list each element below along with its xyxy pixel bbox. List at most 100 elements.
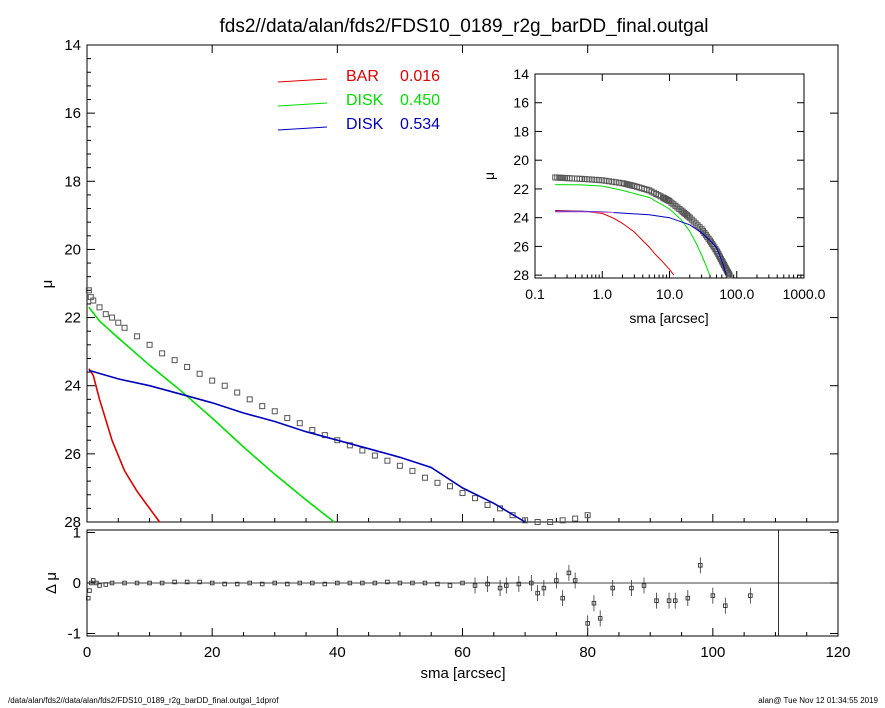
inset-data-point xyxy=(694,222,701,229)
residual-point xyxy=(641,583,647,588)
inset-data-points xyxy=(552,174,733,279)
y-tick-label: 26 xyxy=(64,446,81,463)
main-data-point xyxy=(371,452,378,459)
residual-y-tick-label: 1 xyxy=(73,525,81,542)
inset-data-point xyxy=(585,176,592,183)
main-data-point xyxy=(90,297,97,304)
inset-y-axis-label: μ xyxy=(481,172,497,180)
residual-point xyxy=(91,578,96,583)
main-data-point xyxy=(472,495,479,502)
residual-point xyxy=(685,595,691,601)
main-data-point xyxy=(115,319,122,326)
residual-point xyxy=(422,580,428,586)
main-data-point xyxy=(259,403,266,410)
residual-point xyxy=(122,580,127,586)
inset-data-point xyxy=(602,177,609,184)
inset-data-point xyxy=(674,204,681,211)
residual-point xyxy=(159,580,165,586)
main-data-point xyxy=(446,483,453,490)
inset-data-point xyxy=(668,199,675,206)
main-data-point xyxy=(121,324,128,331)
main-data-point xyxy=(309,427,316,434)
main-data-point xyxy=(396,462,403,469)
x-tick-label: 60 xyxy=(454,644,471,661)
main-data-point xyxy=(534,519,541,525)
inset-x-tick-label: 10.0 xyxy=(656,286,683,302)
inset-axes: 0.1 1.0 10.0 100.0 1000.0 14 16 18 20 22 24 26 28 xyxy=(513,66,825,302)
inset-data-point xyxy=(692,220,699,227)
inset-y-tick-label: 26 xyxy=(513,238,529,254)
x-tick-label: 40 xyxy=(329,644,346,661)
residual-point xyxy=(485,581,490,587)
y-axis-label: μ xyxy=(39,280,56,289)
legend-value: 0.016 xyxy=(400,68,440,85)
residual-point xyxy=(654,598,659,603)
main-data-point xyxy=(85,287,92,294)
residual-point xyxy=(347,580,353,586)
inset-data-point xyxy=(688,216,695,223)
residual-point xyxy=(222,581,227,587)
main-data-point xyxy=(384,457,391,464)
main-data-point xyxy=(134,333,141,340)
main-data-point xyxy=(559,517,566,524)
legend-line xyxy=(277,126,328,131)
y-tick-label: 24 xyxy=(64,378,81,395)
residual-y-tick-label: 0 xyxy=(73,575,81,592)
legend: BAR 0.016 DISK 0.450 DISK 0.534 xyxy=(277,68,440,133)
inset-data-point xyxy=(672,202,679,209)
inset-series-line xyxy=(555,211,615,214)
residual-point xyxy=(87,588,92,593)
main-data-point xyxy=(184,363,191,370)
main-data-point xyxy=(459,490,466,497)
residual-point xyxy=(197,579,202,585)
inset-y-tick-label: 24 xyxy=(513,210,529,226)
chart-title: fds2//data/alan/fds2/FDS10_0189_r2g_barD… xyxy=(219,16,708,37)
residual-point xyxy=(504,583,509,588)
main-data-point xyxy=(221,382,228,389)
x-tick-label: 80 xyxy=(579,644,596,661)
residual-point xyxy=(397,580,403,586)
inset-data-point xyxy=(612,179,619,186)
legend-name: DISK xyxy=(346,116,384,133)
main-series-lines xyxy=(88,306,526,523)
legend-name: BAR xyxy=(346,68,379,85)
main-data-point xyxy=(284,415,291,422)
inset-data-point xyxy=(609,178,616,185)
residual-point xyxy=(94,580,99,586)
main-data-point xyxy=(209,377,216,384)
residual-point xyxy=(698,563,703,568)
residual-y-axis-label: Δ μ xyxy=(43,572,60,594)
main-data-point xyxy=(146,341,153,348)
residual-axes: -1 0 1 xyxy=(68,525,838,642)
residual-point xyxy=(597,616,603,621)
residual-point xyxy=(610,585,615,591)
residual-point xyxy=(591,600,597,606)
main-data-point xyxy=(296,420,303,427)
x-tick-label: 20 xyxy=(204,644,221,661)
residual-point xyxy=(535,590,540,596)
inset-x-axis-label: sma [arcsec] xyxy=(629,310,708,326)
x-tick-label: 120 xyxy=(825,644,850,661)
residual-point xyxy=(516,581,522,587)
y-tick-label: 22 xyxy=(64,310,81,327)
residual-point xyxy=(310,580,315,586)
main-data-point xyxy=(109,314,116,321)
legend-line xyxy=(277,102,328,107)
residual-point xyxy=(541,585,547,591)
residual-point xyxy=(86,595,91,601)
inset-y-tick-label: 16 xyxy=(513,95,529,111)
residual-point xyxy=(529,580,534,586)
main-data-point xyxy=(271,408,278,415)
inset-series-line xyxy=(555,184,711,276)
y-tick-label: 16 xyxy=(64,105,81,122)
inset-y-tick-label: 22 xyxy=(513,181,529,197)
inset-y-tick-label: 20 xyxy=(513,152,529,168)
residual-point xyxy=(360,580,365,586)
main-data-point xyxy=(484,501,491,508)
residual-y-tick-label: -1 xyxy=(68,625,81,642)
residual-point xyxy=(566,570,572,576)
inset-data-point xyxy=(605,178,612,185)
residual-point xyxy=(297,580,303,586)
main-data-point xyxy=(171,357,178,364)
